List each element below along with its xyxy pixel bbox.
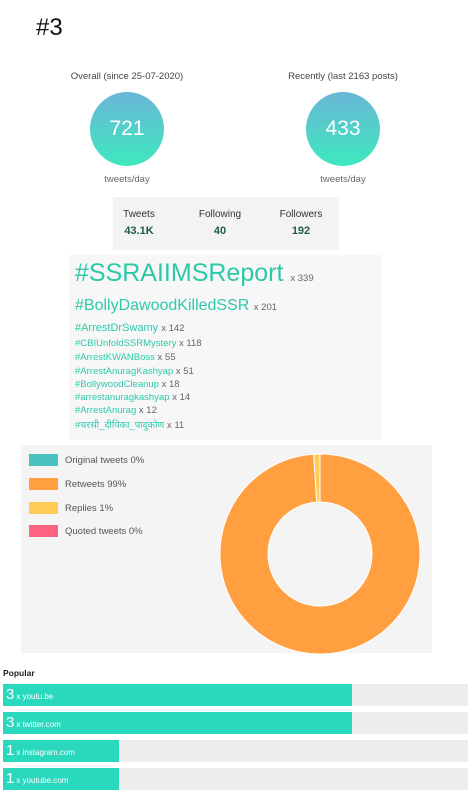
- donut-slice[interactable]: [219, 453, 421, 655]
- hashtag-item[interactable]: #ArrestAnurag x 12: [75, 405, 157, 416]
- hashtag-count: x 118: [179, 338, 202, 349]
- legend-item-original[interactable]: Original tweets 0%: [29, 454, 144, 466]
- legend-item-retweets[interactable]: Retweets 99%: [29, 478, 126, 490]
- tweets-count: Tweets 43.1K: [101, 209, 177, 237]
- hashtag-count: x 18: [161, 379, 180, 390]
- count-value: 40: [213, 225, 227, 237]
- count-label: Followers: [279, 209, 323, 220]
- hashtag-count: x 142: [161, 323, 185, 334]
- hashtag-item[interactable]: #ArrestDrSwamy x 142: [75, 322, 184, 334]
- legend-swatch: [29, 502, 58, 514]
- hashtag-count: x 339: [290, 273, 314, 284]
- tweet-type-chart: Original tweets 0% Retweets 99% Replies …: [21, 445, 432, 655]
- legend-label: Quoted tweets 0%: [65, 525, 143, 537]
- count-label: Tweets: [123, 209, 155, 220]
- popular-site: x instagram.com: [16, 748, 76, 757]
- legend-item-replies[interactable]: Replies 1%: [29, 502, 113, 514]
- recent-unit: tweets/day: [320, 174, 366, 185]
- count-value: 192: [291, 225, 311, 237]
- hashtag-text[interactable]: #BollywoodCleanup: [75, 379, 159, 390]
- popular-heading: Popular: [3, 668, 35, 678]
- legend-swatch: [29, 454, 58, 466]
- count-label: Following: [198, 209, 242, 220]
- overall-label: Overall (since 25-07-2020): [70, 71, 184, 82]
- popular-bar-fill: [3, 684, 352, 706]
- hashtag-text[interactable]: #arrestanuragkashyap: [75, 392, 170, 403]
- overall-unit: tweets/day: [104, 174, 150, 185]
- hashtag-text[interactable]: #CBIUnfoldSSRMystery: [75, 338, 177, 349]
- legend-swatch: [29, 478, 58, 490]
- popular-bar-fill: [3, 740, 120, 762]
- hashtag-cloud: #SSRAIIMSReport x 339 #BollyDawoodKilled…: [69, 255, 382, 440]
- hashtag-item[interactable]: #BollywoodCleanup x 18: [75, 379, 180, 390]
- hashtag-count: x 11: [166, 420, 185, 431]
- hashtag-count: x 14: [172, 392, 191, 403]
- popular-count: 1: [6, 770, 15, 787]
- legend-label: Replies 1%: [65, 502, 114, 514]
- recent-rate-circle: 433: [306, 92, 380, 166]
- hashtag-item[interactable]: #arrestanuragkashyap x 14: [75, 392, 190, 403]
- account-counts-panel: Tweets 43.1K Following 40 Followers 192: [113, 197, 339, 250]
- hashtag-item[interactable]: #चरसी_दीपिका_पादुकोण x 11: [75, 418, 184, 431]
- page-title: #3: [36, 14, 63, 41]
- hashtag-text[interactable]: #चरसी_दीपिका_पादुकोण: [75, 420, 165, 431]
- hashtag-count: x 12: [138, 405, 157, 416]
- hashtag-item[interactable]: #CBIUnfoldSSRMystery x 118: [75, 338, 202, 349]
- recent-label: Recently (last 2163 posts): [288, 71, 398, 82]
- hashtag-text[interactable]: #BollyDawoodKilledSSR: [75, 297, 250, 314]
- popular-site: x youtube.com: [16, 776, 69, 785]
- popular-count: 3: [6, 714, 15, 731]
- legend-swatch: [29, 525, 58, 537]
- legend-item-quoted[interactable]: Quoted tweets 0%: [29, 525, 143, 537]
- legend-label: Retweets 99%: [65, 478, 127, 490]
- legend-label: Original tweets 0%: [65, 454, 145, 466]
- popular-count: 1: [6, 742, 15, 759]
- hashtag-text[interactable]: #ArrestAnurag: [75, 405, 137, 416]
- hashtag-text[interactable]: #ArrestAnuragKashyap: [75, 366, 174, 377]
- popular-site: x twitter.com: [16, 720, 61, 729]
- hashtag-item[interactable]: #ArrestKWANBoss x 55: [75, 352, 176, 363]
- count-value: 43.1K: [124, 225, 154, 237]
- hashtag-count: x 201: [253, 302, 278, 313]
- hashtag-text[interactable]: #ArrestKWANBoss: [75, 352, 155, 363]
- popular-bar-fill: [3, 712, 352, 734]
- hashtag-text[interactable]: #ArrestDrSwamy: [75, 322, 159, 334]
- overall-rate-circle: 721: [90, 92, 164, 166]
- hashtag-item[interactable]: #BollyDawoodKilledSSR x 201: [75, 297, 277, 315]
- popular-site: x youtu.be: [16, 692, 54, 701]
- hashtag-item[interactable]: #SSRAIIMSReport x 339: [75, 259, 314, 288]
- hashtag-count: x 51: [175, 366, 194, 377]
- following-count: Following 40: [182, 209, 258, 237]
- donut-slice[interactable]: [313, 453, 321, 503]
- followers-count: Followers 192: [263, 209, 339, 237]
- hashtag-text[interactable]: #SSRAIIMSReport: [75, 259, 284, 287]
- hashtag-item[interactable]: #ArrestAnuragKashyap x 51: [75, 366, 194, 377]
- donut-chart: [219, 453, 421, 655]
- popular-count: 3: [6, 686, 15, 703]
- popular-bar-fill: [3, 768, 120, 790]
- hashtag-count: x 55: [157, 352, 176, 363]
